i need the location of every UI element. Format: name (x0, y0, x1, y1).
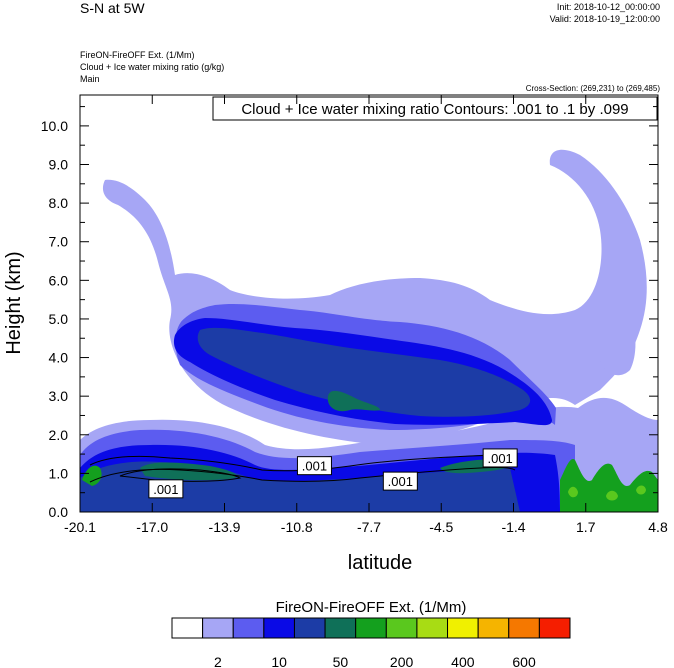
y-tick-label: 7.0 (49, 234, 69, 250)
fill-spot-1 (568, 486, 578, 498)
colorbar-title: FireON-FireOFF Ext. (1/Mm) (276, 599, 467, 616)
colorbar-swatch (324, 617, 357, 639)
colorbar-label: 50 (333, 654, 349, 668)
contour-label-box (382, 471, 418, 491)
colorbar-swatch (202, 617, 234, 639)
contour-label: .001 (487, 451, 512, 466)
x-tick-label: -7.7 (357, 519, 381, 535)
y-tick-label: 6.0 (49, 272, 69, 288)
y-tick-label: 2.0 (49, 427, 69, 443)
fill-core (197, 327, 531, 417)
valid-time: Valid: 2018-10-19_12:00:00 (550, 14, 660, 24)
colorbar-swatch (171, 617, 204, 639)
contour-label-box (296, 456, 332, 476)
colorbar-label: 400 (451, 654, 475, 668)
x-axis-label: latitude (348, 552, 413, 574)
y-tick-label: 8.0 (49, 195, 69, 211)
colorbar-label: 600 (512, 654, 536, 668)
colorbar-label: 2 (214, 654, 222, 668)
field-label-1: FireON-FireOFF Ext. (1/Mm) (80, 50, 195, 60)
fill-low-teal-left (140, 462, 237, 481)
fill-right-wisps (600, 296, 636, 376)
colorbar-label: 200 (390, 654, 414, 668)
contour-labels: .001 .001 .001 .001 (148, 448, 518, 499)
x-tick-label: -4.5 (429, 519, 453, 535)
y-tick-label: 4.0 (49, 350, 69, 366)
contour-label-box (482, 448, 518, 468)
fill-max-blob (327, 390, 380, 412)
y-tick-label: 1.0 (49, 465, 69, 481)
x-tick-label: -10.8 (281, 519, 313, 535)
colorbar-swatch (355, 617, 387, 639)
contour-label: .001 (153, 482, 178, 497)
colorbar-swatch (508, 617, 540, 639)
colorbar-swatch (263, 617, 295, 639)
fill-level-300 (568, 485, 646, 501)
colorbar-swatch (416, 617, 449, 639)
y-tick-label: 10.0 (41, 118, 68, 134)
plot-area: .001 .001 .001 .001 (80, 95, 658, 512)
colorbar-swatch (385, 617, 418, 639)
axes: -20.1 -17.0 -13.9 -10.8 -7.7 -4.5 -1.4 1.7 4.8 0.… (41, 95, 668, 535)
y-tick-label: 5.0 (49, 311, 69, 327)
y-axis-label: Height (km) (3, 251, 25, 354)
contour-line-inner (119, 468, 242, 482)
colorbar-swatch (477, 617, 510, 639)
contour-label-box (148, 479, 184, 499)
main-title: S-N at 5W (80, 0, 145, 16)
y-tick-label: 3.0 (49, 388, 69, 404)
colorbar-label: 10 (271, 654, 287, 668)
contour-label: .001 (302, 459, 327, 474)
fill-spot-3 (636, 485, 646, 495)
y-tick-label: 0.0 (49, 504, 69, 520)
colorbar-swatch (538, 617, 571, 639)
x-tick-label: -13.9 (209, 519, 241, 535)
contour-line-mid (89, 467, 516, 483)
colorbar-swatch (447, 617, 479, 639)
init-time: Init: 2018-10-12_00:00:00 (557, 2, 660, 12)
colorbar-swatch (293, 617, 326, 639)
x-tick-label: -17.0 (136, 519, 168, 535)
colorbar: 2 10 50 200 400 600 (171, 617, 571, 668)
field-label-2: Cloud + Ice water mixing ratio (g/kg) (80, 62, 224, 72)
x-tick-label: -1.4 (501, 519, 525, 535)
fill-green-left (82, 465, 102, 486)
y-tick-label: 9.0 (49, 157, 69, 173)
contour-label: .001 (388, 474, 413, 489)
fill-green-plumes (560, 459, 658, 512)
cross-section-label: Cross-Section: (269,231) to (269,485) (526, 84, 661, 93)
colorbar-swatch (232, 617, 265, 639)
x-tick-label: -20.1 (64, 519, 96, 535)
field-label-3: Main (80, 74, 100, 84)
contour-title: Cloud + Ice water mixing ratio Contours:… (241, 101, 628, 118)
fill-level-200 (82, 459, 658, 512)
x-tick-label: 4.8 (648, 519, 668, 535)
x-tick-label: 1.7 (576, 519, 596, 535)
fill-spot-2 (606, 490, 618, 501)
contour-title-box (212, 96, 658, 121)
